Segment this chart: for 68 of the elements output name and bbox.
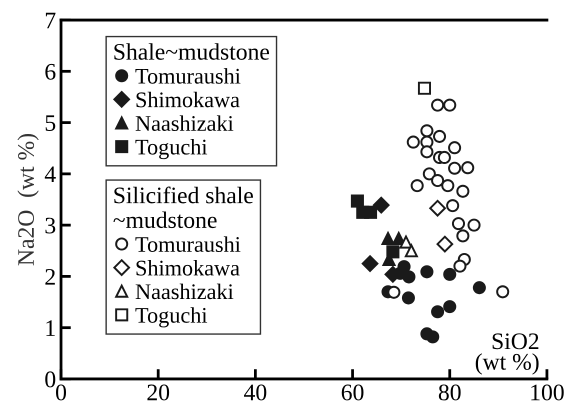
point [453, 260, 466, 273]
point [436, 236, 454, 252]
point [350, 194, 364, 208]
legend-label: Toguchi [135, 307, 208, 328]
legend-label: Toguchi [135, 138, 208, 160]
point [448, 162, 462, 175]
point [426, 330, 440, 344]
point [386, 245, 400, 258]
point [443, 98, 456, 112]
y-tick-label: 5 [46, 115, 56, 132]
point [431, 98, 444, 112]
point [456, 184, 470, 198]
text: Shale~mudstone [114, 43, 270, 60]
point [387, 286, 400, 299]
point [362, 255, 378, 272]
point [452, 217, 466, 230]
point [448, 141, 462, 154]
point [431, 174, 444, 188]
y-tick-label: 6 [45, 64, 56, 80]
x-tick-label: 60 [342, 384, 364, 400]
point [496, 285, 510, 298]
x-tick-label: 40 [244, 384, 266, 400]
point [406, 136, 420, 149]
legend-label: Tomuraushi [135, 68, 240, 84]
point [392, 232, 406, 245]
point [429, 200, 446, 217]
point [420, 265, 434, 278]
point [431, 305, 444, 318]
y-axis-title: Na2O (wt %) [17, 134, 39, 266]
point [461, 161, 474, 174]
point [438, 150, 451, 164]
point [404, 244, 418, 258]
legend-label: Tomuraushi [135, 236, 240, 252]
x-tick-label: 0 [56, 384, 66, 400]
point [468, 218, 481, 232]
point [446, 199, 460, 212]
point [443, 300, 456, 314]
text: Silicified shale ~mudstone [113, 186, 253, 228]
point [420, 145, 434, 158]
y-tick-label: 4 [44, 166, 56, 182]
point [418, 82, 432, 95]
point [472, 281, 486, 294]
point [433, 130, 446, 143]
point [382, 232, 395, 245]
x-tick-label: 100 [531, 384, 564, 400]
y-tick-label: 2 [45, 268, 55, 285]
point [399, 236, 413, 249]
legend-label: Shimokawa [136, 260, 240, 276]
legend-label: Naashizaki [136, 284, 234, 300]
point [402, 270, 416, 284]
legend-label: Shimokawa [136, 92, 240, 108]
legend-label: Naashizaki [136, 115, 234, 131]
x-tick-label: 80 [438, 384, 461, 400]
y-tick-label: 3 [45, 218, 56, 234]
point [441, 179, 454, 192]
point [402, 291, 415, 304]
point [420, 124, 434, 138]
point [372, 196, 390, 214]
point [456, 229, 470, 242]
y-tick-label: 1 [46, 320, 55, 336]
point [422, 167, 436, 180]
point [410, 179, 424, 192]
point [364, 206, 378, 219]
y-tick-label: 0 [45, 371, 56, 388]
x-tick-label: 20 [147, 384, 170, 400]
point [443, 268, 456, 281]
y-tick-label: 7 [46, 12, 56, 28]
x-axis-title: SiO2 (wt %) [476, 333, 539, 375]
